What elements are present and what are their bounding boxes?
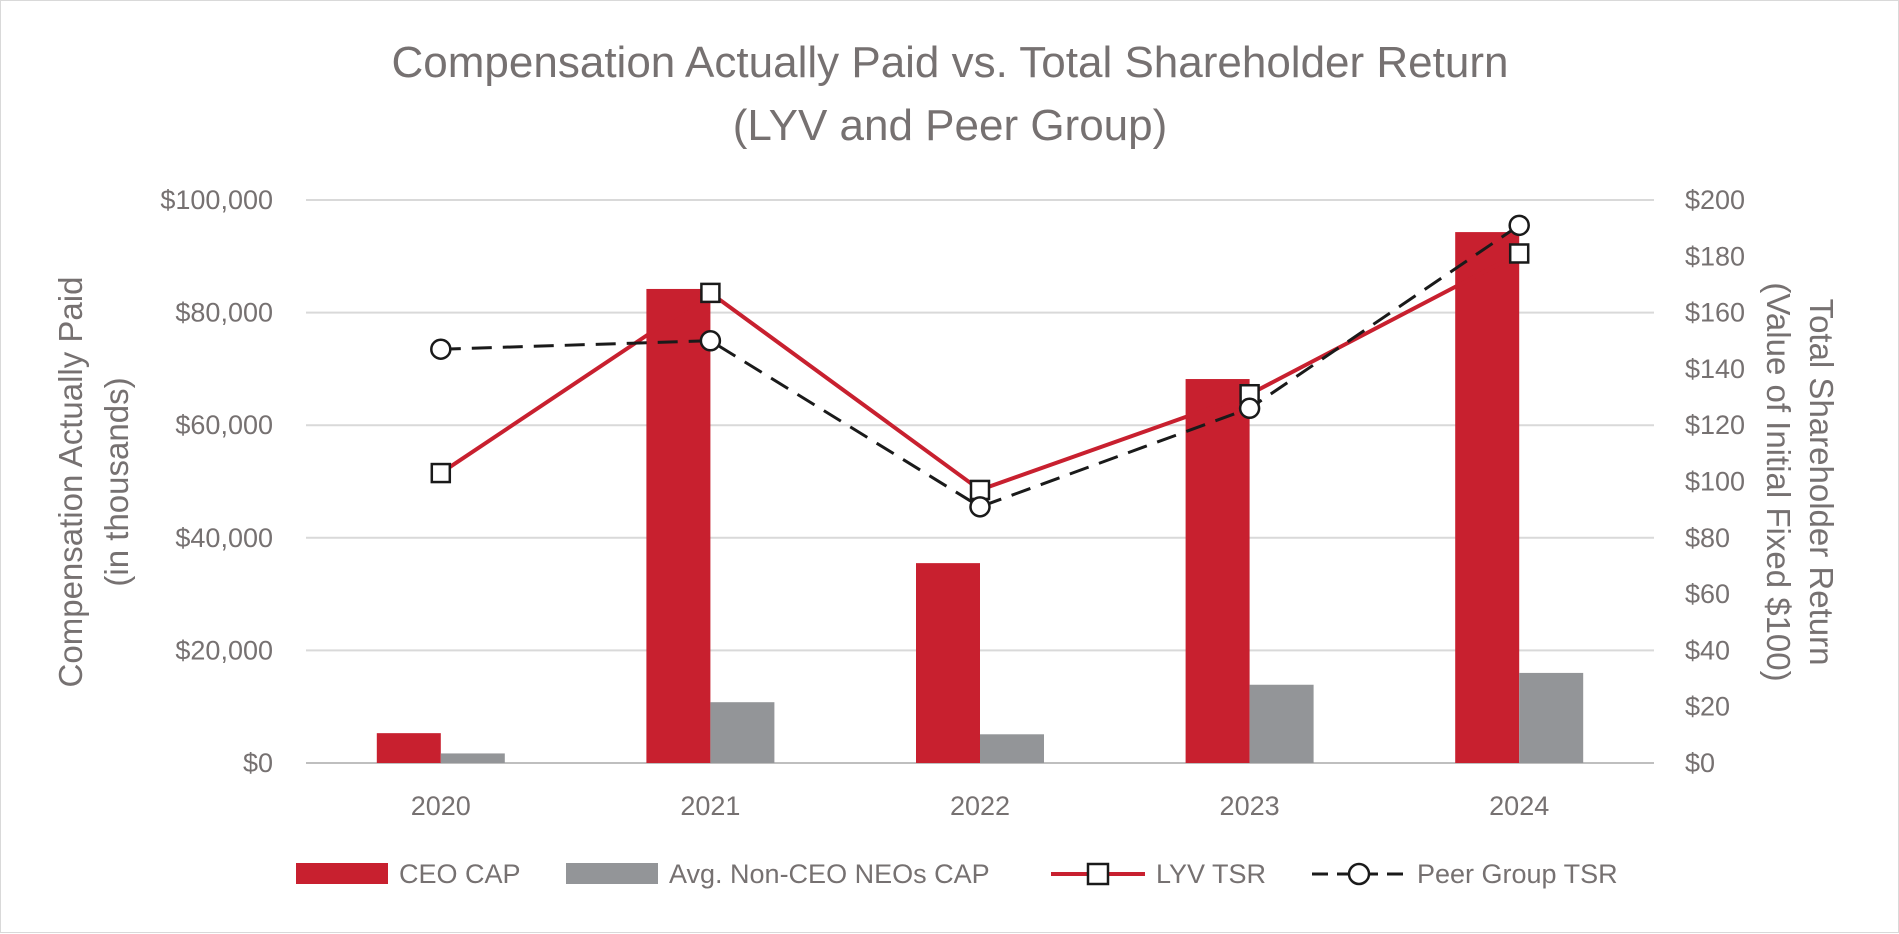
left-axis-title-line2: (in thousands) [98,377,135,586]
lyv-tsr-marker [700,282,721,304]
legend-lyv-tsr-marker [1086,862,1110,886]
right-axis-title-line2: (Value of Initial Fixed $100) [1760,282,1797,681]
ceo-cap-bar [1185,379,1250,763]
ceo-cap-bar [646,288,711,763]
bar-series [376,232,1584,763]
right-tick-label: $140 [1685,354,1745,384]
right-tick-label: $160 [1685,298,1745,328]
right-tick-label: $180 [1685,241,1745,271]
gridlines [306,199,1654,764]
right-axis-ticks: $0 $20 $40 $60 $80 $100 $120 $140 $160 $180 $200 [1685,185,1745,778]
legend: CEO CAP Avg. Non-CEO NEOs CAP LYV TSR Pe… [296,859,1618,889]
peer-tsr-marker [430,338,452,360]
peer-tsr-marker [699,330,722,352]
chart-title: Compensation Actually Paid vs. Total Sha… [392,38,1509,87]
legend-peer-tsr-marker [1347,862,1371,886]
legend-neo-cap-swatch [566,863,658,884]
left-tick-label: $80,000 [175,298,273,328]
left-axis-title-line1: Compensation Actually Paid [52,277,89,688]
neo-cap-bar [710,702,775,763]
neo-cap-bar [1519,672,1584,763]
right-tick-label: $80 [1685,523,1730,553]
legend-ceo-cap-swatch [296,863,388,884]
left-tick-label: $40,000 [175,523,273,553]
x-tick-label: 2024 [1489,791,1549,821]
left-tick-label: $60,000 [175,410,273,440]
x-tick-label: 2022 [950,791,1010,821]
left-axis-ticks: $0 $20,000 $40,000 $60,000 $80,000 $100,000 [160,185,273,778]
left-tick-label: $100,000 [160,185,273,215]
left-tick-label: $0 [243,748,273,778]
lyv-tsr-marker [1508,243,1530,264]
x-tick-label: 2023 [1220,791,1280,821]
legend-neo-cap-label: Avg. Non-CEO NEOs CAP [669,859,990,889]
neo-cap-bar [440,753,505,763]
lyv-tsr-line [439,251,1521,493]
x-tick-label: 2020 [411,791,471,821]
legend-lyv-tsr-label: LYV TSR [1156,859,1266,889]
peer-tsr-marker [1508,214,1530,237]
left-tick-label: $20,000 [175,635,273,665]
right-tick-label: $40 [1685,635,1730,665]
legend-ceo-cap-label: CEO CAP [399,859,521,889]
x-axis-ticks: 2020 2021 2022 2023 2024 [411,791,1549,821]
lyv-tsr-marker [430,462,452,484]
peer-tsr-marker [969,496,991,518]
right-tick-label: $0 [1685,748,1715,778]
peer-tsr-marker [1238,397,1261,420]
x-tick-label: 2021 [680,791,740,821]
ceo-cap-bar [376,733,441,763]
ceo-cap-bar [916,563,980,763]
right-tick-label: $20 [1685,692,1730,722]
neo-cap-bar [980,734,1044,763]
right-tick-label: $120 [1685,410,1745,440]
neo-cap-bar [1249,684,1314,763]
right-axis-title-line1: Total Shareholder Return [1803,299,1840,666]
right-tick-label: $60 [1685,579,1730,609]
chart-subtitle: (LYV and Peer Group) [733,101,1168,150]
right-tick-label: $200 [1685,185,1745,215]
right-tick-label: $100 [1685,467,1745,497]
line-series [430,214,1530,518]
legend-peer-tsr-label: Peer Group TSR [1417,859,1618,889]
ceo-cap-bar [1455,232,1520,763]
